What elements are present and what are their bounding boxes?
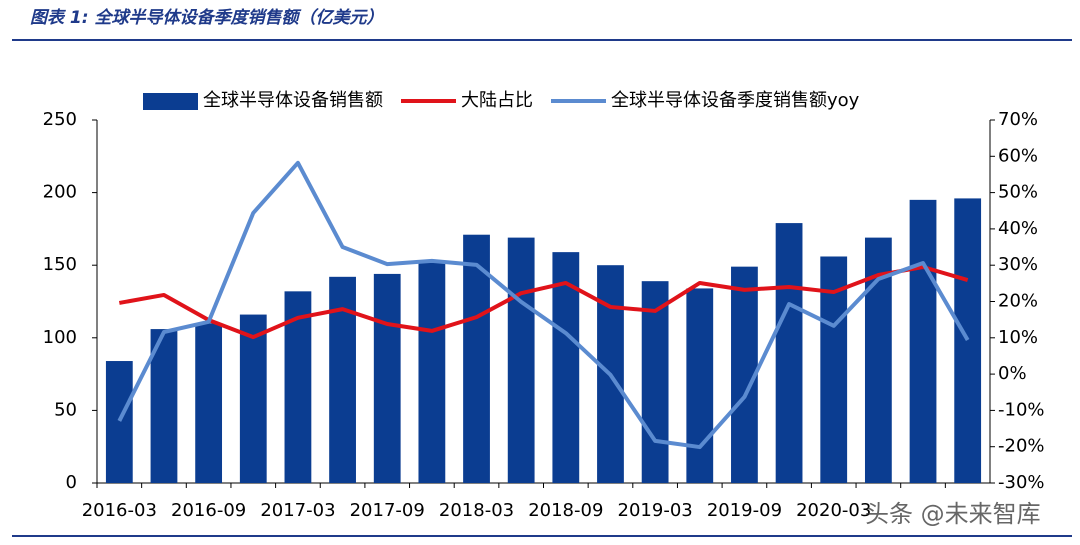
x-tick-label: 2019-09 — [707, 500, 782, 521]
y2-tick-label: 0% — [998, 363, 1027, 384]
legend-label: 全球半导体设备季度销售额yoy — [611, 90, 860, 111]
bar — [507, 237, 535, 483]
bar — [775, 223, 803, 484]
y-tick-label: 100 — [43, 327, 77, 348]
y2-tick-label: -20% — [998, 436, 1045, 457]
bar — [195, 323, 223, 483]
bar — [954, 198, 982, 483]
y2-tick-label: -10% — [998, 399, 1045, 420]
bar — [105, 361, 133, 483]
y2-tick-label: 60% — [998, 145, 1038, 166]
watermark: 头条 @未来智库 — [865, 500, 1041, 528]
y2-tick-label: 50% — [998, 182, 1038, 203]
bar — [418, 262, 446, 483]
x-tick-label: 2017-09 — [350, 500, 425, 521]
bar — [820, 256, 848, 483]
y-tick-label: 250 — [43, 109, 77, 130]
chart-title: 图表 1: 全球半导体设备季度销售额（亿美元） — [30, 8, 383, 28]
y-tick-label: 200 — [43, 182, 77, 203]
bar — [239, 314, 267, 483]
bar — [909, 199, 937, 484]
x-tick-label: 2018-09 — [528, 500, 603, 521]
x-tick-label: 2016-09 — [171, 500, 246, 521]
y-tick-label: 50 — [54, 399, 77, 420]
bar — [686, 288, 714, 483]
legend-label: 大陆占比 — [461, 90, 533, 111]
y2-tick-label: 40% — [998, 218, 1038, 239]
bar — [373, 273, 401, 483]
x-tick-label: 2018-03 — [439, 500, 514, 521]
legend-swatch — [143, 93, 198, 110]
y2-tick-label: 70% — [998, 109, 1038, 130]
x-tick-label: 2020-03 — [796, 500, 871, 521]
line — [117, 160, 970, 450]
legend-label: 全球半导体设备销售额 — [203, 90, 383, 111]
y2-tick-label: 30% — [998, 254, 1038, 275]
y-tick-label: 150 — [43, 254, 77, 275]
bar — [463, 234, 490, 483]
y2-tick-label: 10% — [998, 327, 1038, 348]
bar — [150, 329, 178, 483]
line — [118, 265, 969, 340]
bar — [552, 252, 580, 483]
x-tick-label: 2016-03 — [82, 500, 157, 521]
y2-tick-label: 20% — [998, 291, 1038, 312]
x-tick-label: 2019-03 — [618, 500, 693, 521]
y-tick-label: 0 — [66, 472, 77, 493]
bar — [641, 281, 669, 483]
y2-tick-label: -30% — [998, 472, 1045, 493]
x-tick-label: 2017-03 — [260, 500, 335, 521]
